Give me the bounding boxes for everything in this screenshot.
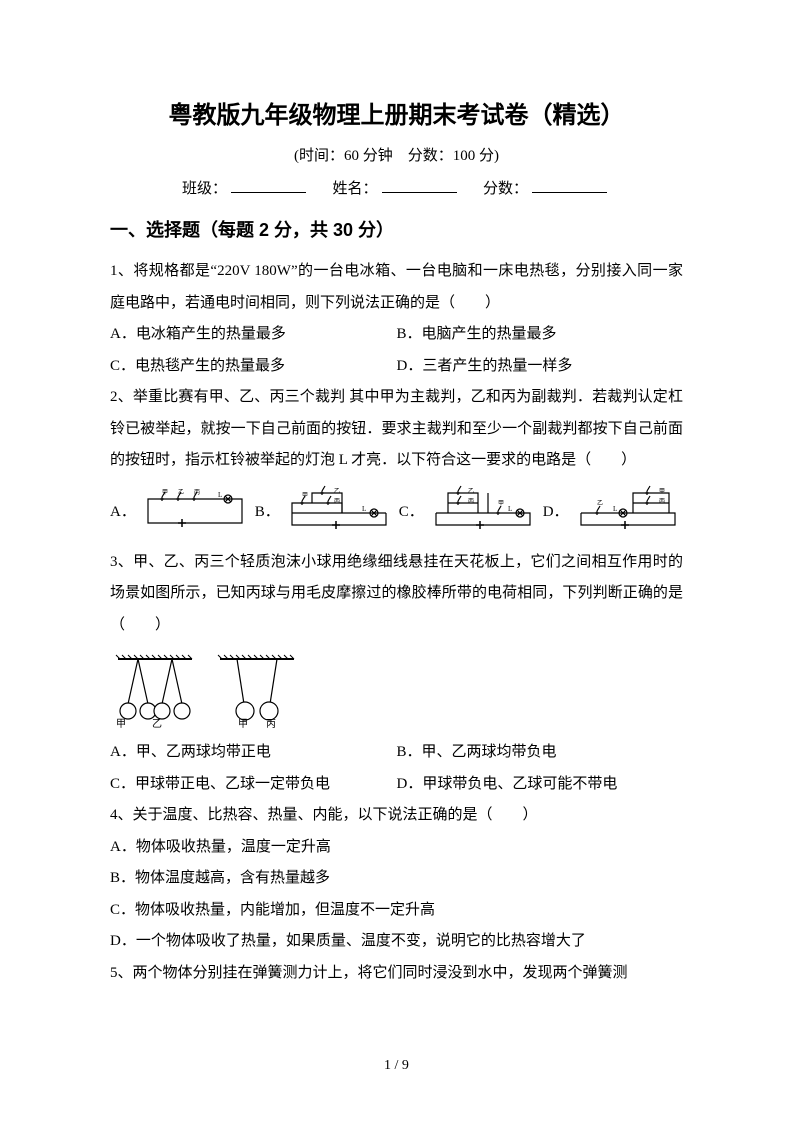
q3-option-d: D．甲球带负电、乙球可能不带电 — [397, 769, 684, 801]
subtitle-mid: 分数： — [393, 148, 453, 164]
svg-text:乙: 乙 — [178, 489, 184, 496]
q3-stem: 3、甲、乙、丙三个轻质泡沫小球用绝缘细线悬挂在天花板上，它们之间相互作用时的场景… — [110, 547, 683, 642]
svg-text:甲: 甲 — [498, 500, 504, 507]
svg-text:乙: 乙 — [152, 718, 162, 729]
subtitle-prefix: (时间： — [294, 148, 344, 164]
q2-label-a: A． — [110, 500, 136, 521]
q1-option-a: A．电冰箱产生的热量最多 — [110, 319, 397, 351]
exam-title: 粤教版九年级物理上册期末考试卷（精选） — [110, 95, 683, 130]
pendulum-diagram-2: 甲 丙 — [212, 649, 302, 729]
question-1: 1、将规格都是“220V 180W”的一台电冰箱、一台电脑和一床电热毯，分别接入… — [110, 256, 683, 382]
svg-text:乙: 乙 — [468, 488, 474, 495]
info-line: 班级： 姓名： 分数： — [110, 177, 683, 198]
q1-option-d: D．三者产生的热量一样多 — [397, 351, 684, 383]
svg-text:丙: 丙 — [468, 498, 474, 505]
question-4: 4、关于温度、比热容、热量、内能，以下说法正确的是（ ） A．物体吸收热量，温度… — [110, 800, 683, 958]
q2-stem: 2、举重比赛有甲、乙、丙三个裁判 其中甲为主裁判，乙和丙为副裁判．若裁判认定杠铃… — [110, 382, 683, 477]
svg-text:L: L — [613, 505, 617, 513]
subtitle-suffix: ) — [494, 148, 499, 164]
q4-stem: 4、关于温度、比热容、热量、内能，以下说法正确的是（ ） — [110, 800, 683, 832]
svg-text:甲: 甲 — [116, 719, 126, 729]
svg-text:L: L — [218, 491, 222, 499]
class-blank — [231, 192, 306, 193]
circuit-c: 乙 丙 甲 L — [428, 485, 538, 537]
svg-text:L: L — [508, 505, 512, 513]
q3-option-b: B．甲、乙两球均带负电 — [397, 737, 684, 769]
question-3: 3、甲、乙、丙三个轻质泡沫小球用绝缘细线悬挂在天花板上，它们之间相互作用时的场景… — [110, 547, 683, 642]
svg-text:甲: 甲 — [659, 488, 665, 495]
circuit-a: 甲 乙 丙 L — [140, 487, 250, 535]
q2-label-d: D． — [543, 500, 569, 521]
q3-options: A．甲、乙两球均带正电 B．甲、乙两球均带负电 C．甲球带正电、乙球一定带负电 … — [110, 737, 683, 800]
q1-option-c: C．电热毯产生的热量最多 — [110, 351, 397, 383]
pendulum-diagram-1: 甲 乙 — [110, 649, 200, 729]
q1-stem: 1、将规格都是“220V 180W”的一台电冰箱、一台电脑和一床电热毯，分别接入… — [110, 256, 683, 319]
circuit-d: 甲 丙 乙 L — [573, 485, 683, 537]
svg-text:甲: 甲 — [162, 489, 168, 496]
question-2: 2、举重比赛有甲、乙、丙三个裁判 其中甲为主裁判，乙和丙为副裁判．若裁判认定杠铃… — [110, 382, 683, 477]
score-label: 分数： — [483, 181, 528, 197]
q4-option-a: A．物体吸收热量，温度一定升高 — [110, 832, 683, 864]
q4-option-c: C．物体吸收热量，内能增加，但温度不一定升高 — [110, 895, 683, 927]
circuit-b: 甲 乙 丙 L — [284, 485, 394, 537]
exam-score: 100 分 — [453, 148, 494, 164]
page-number: 1 / 9 — [0, 1058, 793, 1074]
svg-text:乙: 乙 — [334, 488, 340, 495]
section-1-title: 一、选择题（每题 2 分，共 30 分） — [110, 216, 683, 242]
svg-text:丙: 丙 — [659, 498, 665, 505]
exam-time: 60 分钟 — [344, 148, 393, 164]
q4-option-b: B．物体温度越高，含有热量越多 — [110, 863, 683, 895]
svg-text:丙: 丙 — [194, 489, 200, 496]
name-blank — [382, 192, 457, 193]
svg-text:甲: 甲 — [238, 719, 248, 729]
q2-circuits: A． 甲 乙 丙 L B． 甲 乙 丙 L — [110, 485, 683, 537]
svg-text:甲: 甲 — [302, 492, 308, 499]
q3-option-c: C．甲球带正电、乙球一定带负电 — [110, 769, 397, 801]
svg-text:丙: 丙 — [334, 498, 340, 505]
class-label: 班级： — [182, 181, 227, 197]
q2-label-c: C． — [399, 500, 424, 521]
q2-label-b: B． — [255, 500, 280, 521]
q3-diagrams: 甲 乙 甲 丙 — [110, 649, 683, 729]
q5-stem: 5、两个物体分别挂在弹簧测力计上，将它们同时浸没到水中，发现两个弹簧测 — [110, 958, 683, 990]
q1-option-b: B．电脑产生的热量最多 — [397, 319, 684, 351]
svg-text:丙: 丙 — [266, 719, 276, 729]
q4-option-d: D．一个物体吸收了热量，如果质量、温度不变，说明它的比热容增大了 — [110, 926, 683, 958]
svg-text:L: L — [362, 505, 366, 513]
q3-option-a: A．甲、乙两球均带正电 — [110, 737, 397, 769]
score-blank — [532, 192, 607, 193]
svg-text:乙: 乙 — [597, 500, 603, 507]
exam-subtitle: (时间：60 分钟 分数：100 分) — [110, 144, 683, 165]
name-label: 姓名： — [332, 181, 377, 197]
question-5: 5、两个物体分别挂在弹簧测力计上，将它们同时浸没到水中，发现两个弹簧测 — [110, 958, 683, 990]
